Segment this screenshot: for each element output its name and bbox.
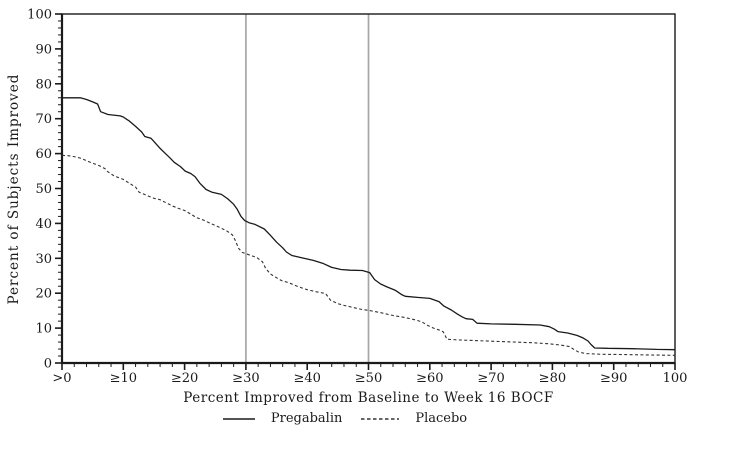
y-tick-label: 60 <box>35 147 52 162</box>
y-tick-label: 70 <box>35 112 52 127</box>
pregabalin-line-icon <box>222 417 255 420</box>
x-tick-label: ≥20 <box>171 371 198 386</box>
y-tick-labels: 0 10 20 30 40 50 60 70 80 90 100 <box>27 8 52 372</box>
series-pregabalin <box>62 97 676 351</box>
x-tick-label: 100 <box>663 371 688 386</box>
series-placebo <box>61 154 676 356</box>
y-tick-label: 0 <box>44 357 52 372</box>
legend-label-placebo: Placebo <box>415 411 468 426</box>
y-tick-label: 50 <box>35 182 52 197</box>
y-tick-label: 40 <box>35 217 52 232</box>
axis-ticks <box>55 13 676 370</box>
x-tick-labels: >0 ≥10 ≥20 ≥30 ≥40 ≥50 ≥60 ≥70 ≥80 ≥90 100 <box>52 371 687 386</box>
legend-label-pregabalin: Pregabalin <box>270 411 343 426</box>
x-axis-title: Percent Improved from Baseline to Week 1… <box>183 390 554 406</box>
y-tick-label: 30 <box>35 252 52 267</box>
x-tick-label: ≥70 <box>477 371 504 386</box>
placebo-line-icon <box>361 417 400 420</box>
y-tick-label: 10 <box>35 322 52 337</box>
y-tick-label: 80 <box>35 77 52 92</box>
x-tick-label: ≥30 <box>232 371 259 386</box>
x-tick-label: ≥90 <box>600 371 627 386</box>
y-axis-title: Percent of Subjects Improved <box>6 73 22 305</box>
x-tick-label: ≥60 <box>416 371 443 386</box>
y-tick-label: 90 <box>35 42 52 57</box>
legend-item-pregabalin: Pregabalin <box>222 411 343 426</box>
reference-lines <box>245 14 370 363</box>
y-tick-label: 100 <box>27 8 52 23</box>
x-tick-label: ≥40 <box>293 371 320 386</box>
legend-item-placebo: Placebo <box>360 411 467 426</box>
x-tick-label: ≥50 <box>355 371 382 386</box>
x-tick-label: >0 <box>52 371 71 386</box>
x-tick-label: ≥80 <box>539 371 566 386</box>
x-tick-label: ≥10 <box>110 371 137 386</box>
y-tick-label: 20 <box>35 287 52 302</box>
legend: Pregabalin Placebo <box>0 411 710 426</box>
